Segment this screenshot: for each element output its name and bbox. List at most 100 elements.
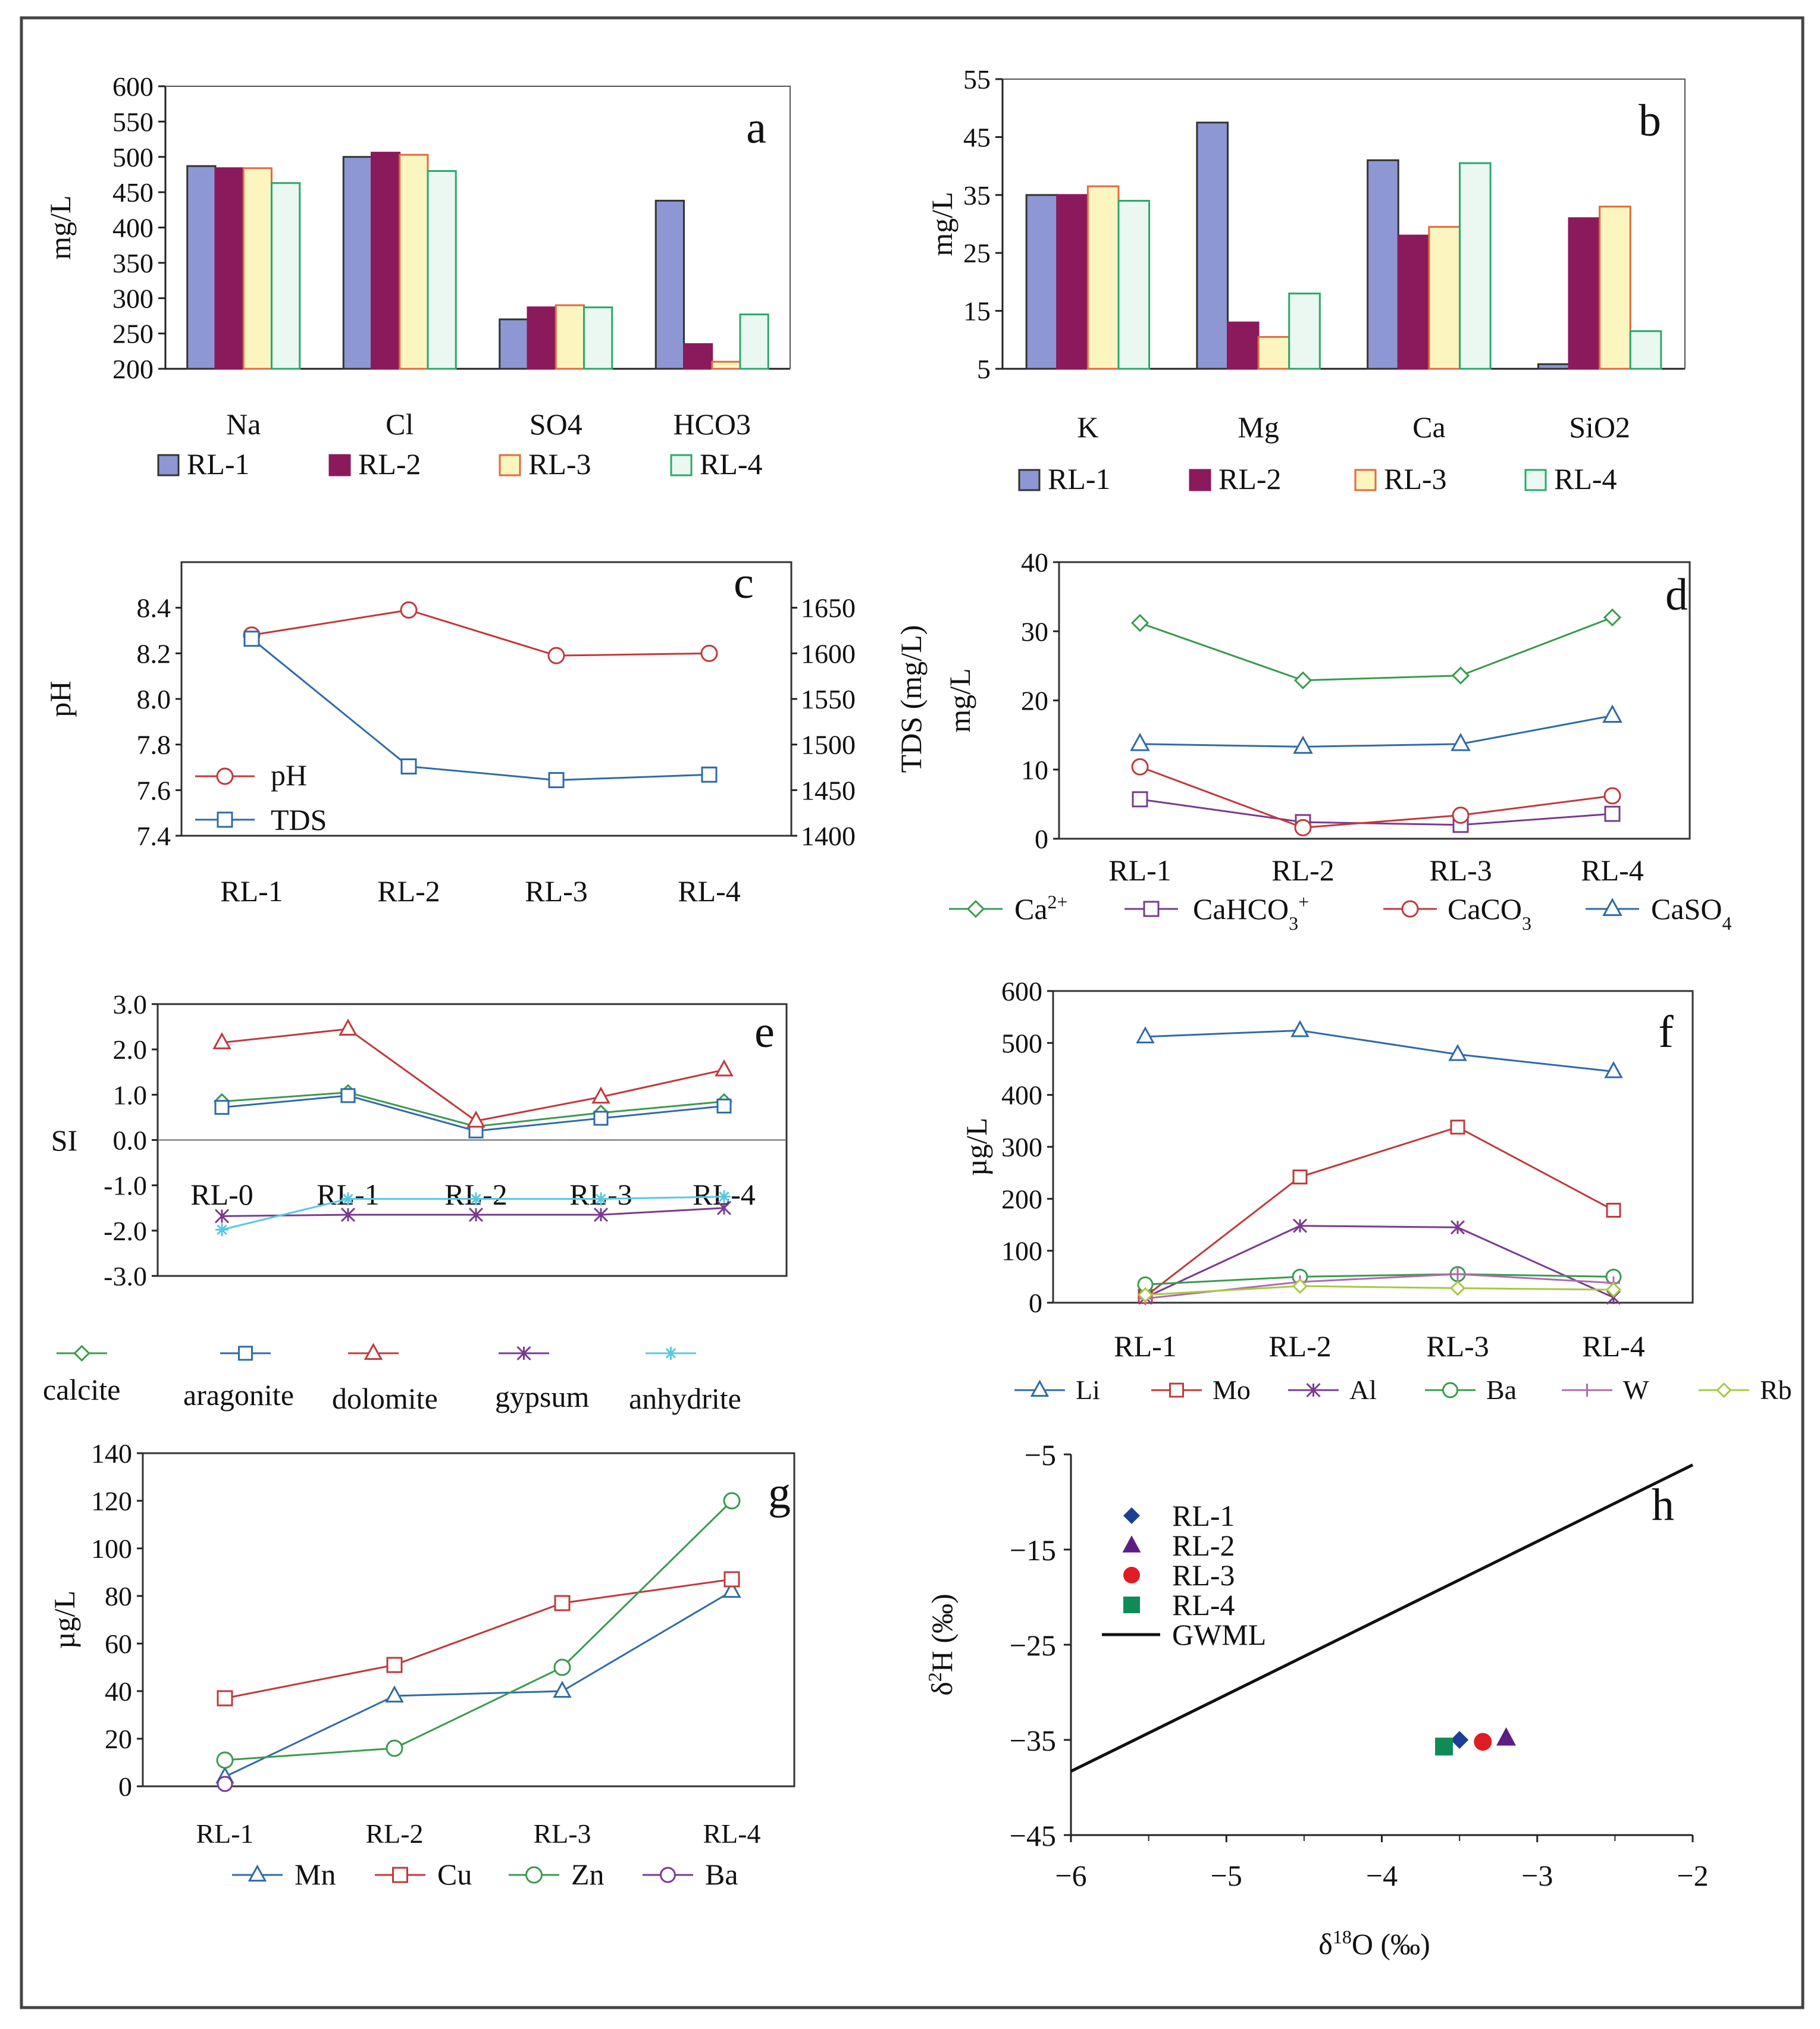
point-dolomite	[212, 1032, 231, 1049]
x-tick-label: −3	[1521, 1859, 1553, 1892]
panel-c: 8.4 8.2 8.0 7.8 7.6 7.4 pH RL-1 RL-2 RL-3 RL-4 1650…	[43, 558, 928, 908]
bar-rl-1-ca	[1367, 159, 1399, 370]
legend-marker	[238, 1346, 253, 1361]
legend-label: dolomite	[332, 1382, 438, 1415]
point-zn	[553, 1658, 571, 1676]
panel-letter: g	[768, 1468, 791, 1518]
legend-label: gypsum	[495, 1380, 589, 1413]
y-tick-label: 0	[1035, 824, 1048, 854]
x-tick-label: −2	[1677, 1859, 1708, 1892]
legend-marker	[1602, 898, 1622, 916]
bar-rl-3-cl	[399, 153, 429, 370]
category-label: RL-3	[525, 874, 588, 908]
y-tick-label: 100	[91, 1533, 132, 1564]
bar-rl-1-na	[186, 165, 217, 370]
bar-rl-4-so4	[583, 306, 613, 370]
point-gypsum	[716, 1200, 732, 1215]
bar-rl-1-hco3	[654, 199, 685, 370]
legend-label: RL-3	[1172, 1558, 1235, 1592]
legend-marker	[660, 1867, 676, 1883]
point-ph	[700, 644, 718, 662]
y-tick-label: 7.8	[137, 730, 171, 760]
point-caso	[1130, 733, 1150, 751]
y-tick-label: 8.0	[137, 684, 171, 714]
y-tick-label: 8.4	[137, 593, 171, 623]
y-tick-label: 0	[1029, 1288, 1042, 1318]
bar-rl-4-cl	[427, 170, 457, 370]
y2-tick-label: 1550	[801, 684, 856, 714]
legend-label: Zn	[571, 1858, 604, 1891]
y2-tick-label: 1450	[801, 775, 856, 805]
bar-rl-2-so4	[527, 306, 557, 370]
category-label: RL-1	[196, 1818, 253, 1849]
legend-label: Li	[1076, 1375, 1100, 1405]
series-line-caso	[1139, 714, 1613, 748]
legend-swatch	[1018, 469, 1041, 491]
y-tick-label: -2.0	[104, 1216, 147, 1246]
point-aragonite	[593, 1111, 609, 1126]
y-axis-label: mg/L	[925, 192, 958, 256]
point-mo	[1450, 1119, 1465, 1135]
point-li	[1604, 1061, 1623, 1078]
y-tick-label: 600	[1001, 976, 1042, 1006]
point-ca	[1451, 666, 1470, 685]
y-tick-label: −35	[1010, 1724, 1056, 1757]
point-gypsum	[214, 1209, 230, 1224]
y-tick-label: 200	[1001, 1184, 1042, 1214]
point-cu	[723, 1571, 740, 1588]
bar-rl-4-sio2	[1629, 330, 1662, 370]
legend-label: aragonite	[183, 1378, 294, 1412]
legend-label: W	[1623, 1375, 1649, 1405]
series-line-ba	[1145, 1273, 1614, 1285]
legend-label: RL-3	[528, 447, 591, 481]
legend-label: calcite	[43, 1373, 120, 1406]
legend-marker	[73, 1344, 90, 1362]
y-tick-label: 2.0	[113, 1034, 148, 1065]
y-tick-label: 25	[963, 238, 991, 268]
y-tick-label: 20	[105, 1724, 132, 1754]
point-mn	[553, 1680, 572, 1698]
panel-letter: a	[746, 103, 766, 153]
legend-label: Mn	[295, 1858, 336, 1891]
bar-rl-2-hco3	[683, 343, 713, 370]
point-ph	[547, 647, 565, 664]
legend-label: RL-1	[1048, 462, 1111, 496]
point-ca	[1603, 608, 1622, 627]
y-tick-label: 7.4	[137, 821, 171, 851]
x-tick-label: −6	[1055, 1859, 1086, 1892]
point-tds	[243, 631, 260, 647]
point-li	[1290, 1020, 1310, 1037]
point-mo	[1606, 1203, 1621, 1218]
category-label: HCO3	[673, 407, 751, 441]
bar-rl-3-so4	[555, 304, 585, 370]
y-tick-label: 0	[118, 1771, 132, 1802]
y-tick-label: 1.0	[113, 1080, 148, 1110]
bar-rl-4-mg	[1288, 292, 1321, 370]
legend-marker	[1716, 1382, 1732, 1398]
legend-label: Ba	[705, 1858, 738, 1891]
y-tick-label: 30	[1021, 616, 1048, 647]
legend-marker	[1306, 1382, 1321, 1398]
point-al	[1292, 1218, 1308, 1233]
legend-swatch	[499, 454, 521, 476]
category-label: RL-3	[533, 1818, 591, 1849]
point-tds	[548, 772, 565, 788]
point-mo	[1292, 1169, 1308, 1185]
plot-frame	[165, 86, 791, 369]
point-aragonite	[716, 1098, 732, 1114]
x-tick-label: −5	[1211, 1859, 1242, 1892]
point-cahco	[1132, 791, 1148, 808]
point-dolomite	[339, 1018, 358, 1036]
y-tick-label: −45	[1010, 1819, 1056, 1852]
y2-tick-label: 1650	[801, 593, 856, 623]
y-axis-label: mg/L	[943, 668, 976, 732]
category-label: RL-2	[1271, 854, 1335, 887]
y-tick-label: 7.6	[137, 775, 171, 805]
gwml-line	[1070, 1463, 1694, 1773]
point-caco	[1294, 819, 1312, 836]
bar-rl-2-k	[1056, 194, 1089, 370]
y-tick-label: −15	[1010, 1533, 1056, 1567]
plot-frame	[142, 1452, 795, 1787]
y-tick-label: 100	[1001, 1236, 1042, 1266]
legend-swatch	[1189, 469, 1211, 491]
